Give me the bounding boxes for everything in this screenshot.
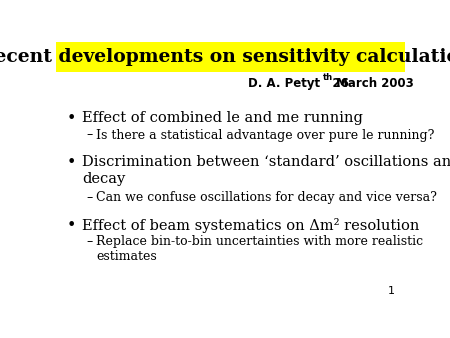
Text: –: – <box>86 235 92 248</box>
Text: Recent developments on sensitivity calculations: Recent developments on sensitivity calcu… <box>0 48 450 66</box>
Text: th: th <box>323 73 333 82</box>
Text: 1: 1 <box>387 286 395 296</box>
Bar <box>56 42 405 72</box>
Text: •: • <box>67 155 76 170</box>
Text: •: • <box>67 111 76 126</box>
Text: Effect of beam systematics on Δm² resolution: Effect of beam systematics on Δm² resolu… <box>82 218 420 233</box>
Text: •: • <box>67 218 76 233</box>
Text: Can we confuse oscillations for decay and vice versa?: Can we confuse oscillations for decay an… <box>96 191 437 204</box>
Text: –: – <box>86 191 92 204</box>
Text: Discrimination between ‘standard’ oscillations and
decay: Discrimination between ‘standard’ oscill… <box>82 155 450 186</box>
Text: –: – <box>86 128 92 142</box>
Text: Is there a statistical advantage over pure le running?: Is there a statistical advantage over pu… <box>96 128 435 142</box>
Text: Effect of combined le and me running: Effect of combined le and me running <box>82 111 363 125</box>
Text: March 2003: March 2003 <box>332 77 414 90</box>
Text: Replace bin-to-bin uncertainties with more realistic
estimates: Replace bin-to-bin uncertainties with mo… <box>96 235 423 263</box>
Text: D. A. Petyt   26: D. A. Petyt 26 <box>248 77 349 90</box>
